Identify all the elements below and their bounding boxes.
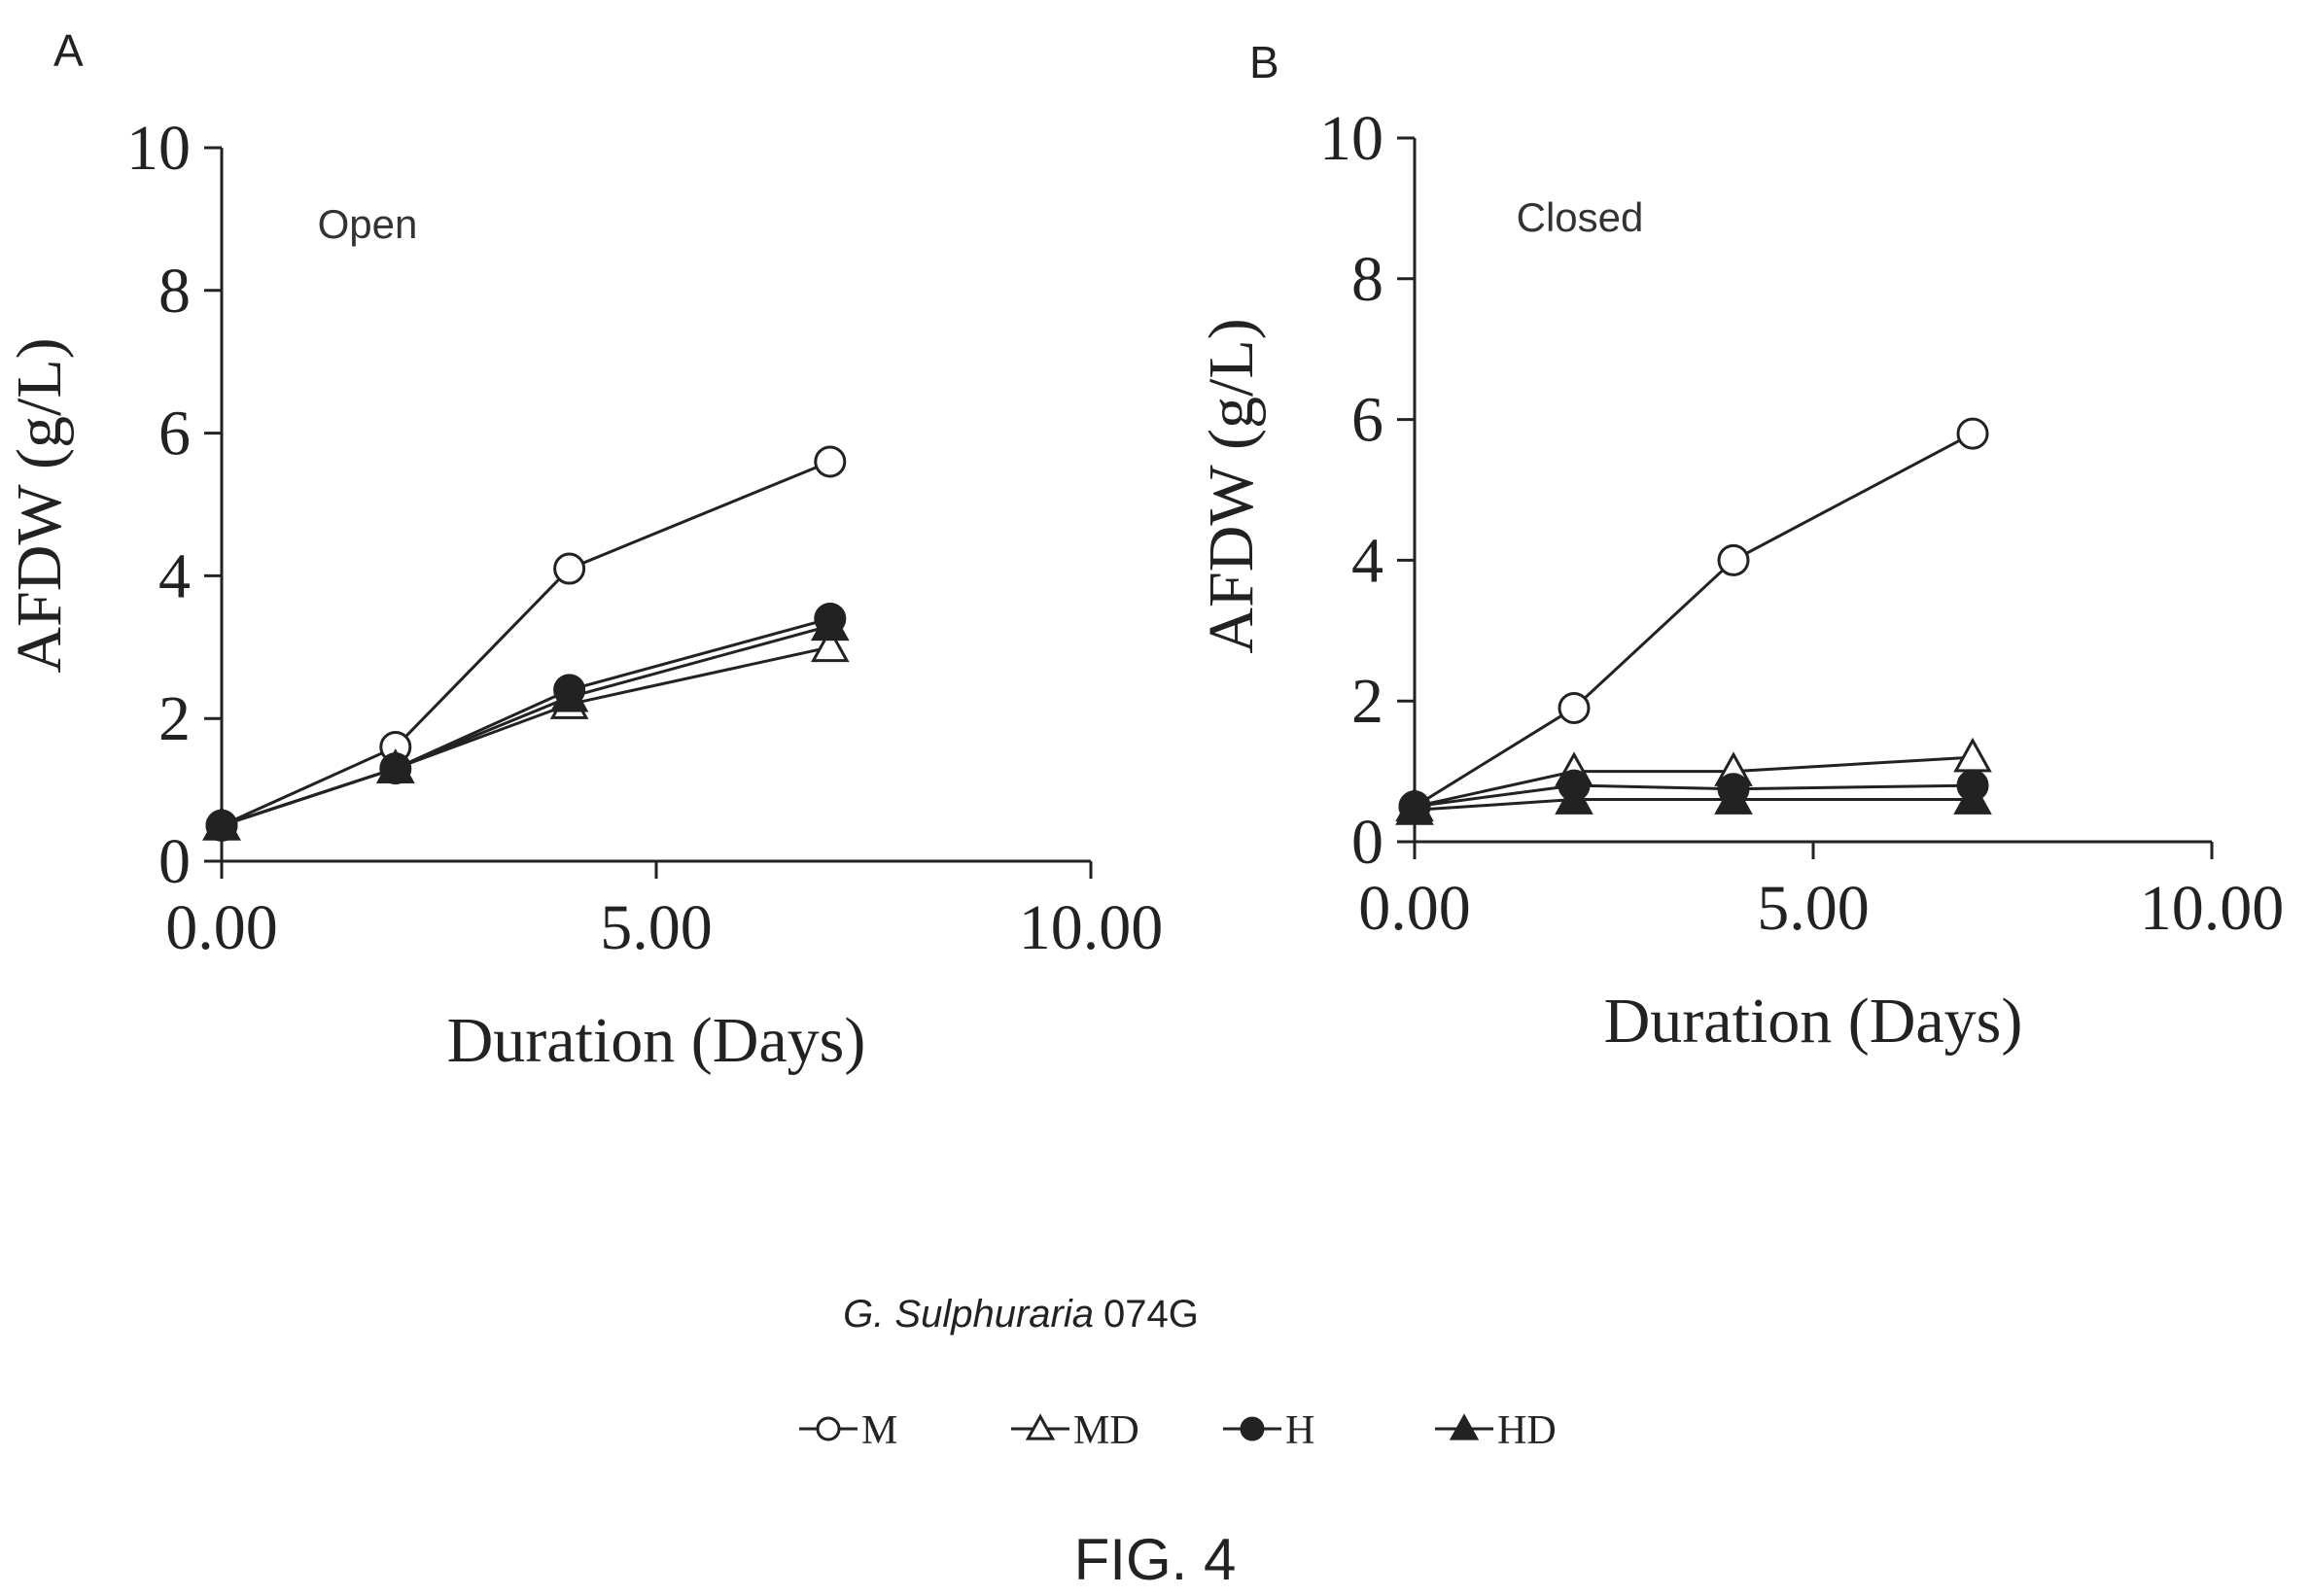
y-tick-label: 6 — [1351, 385, 1383, 456]
legend-marker-md — [1025, 1413, 1056, 1440]
data-point-hd — [202, 805, 241, 841]
panel-annotation: Closed — [1517, 194, 1644, 240]
data-point-hd — [1395, 790, 1434, 825]
legend-marker-hd — [1449, 1413, 1480, 1440]
legend-marker-h — [1240, 1416, 1265, 1441]
legend-label: M — [861, 1408, 897, 1453]
data-point-hd — [549, 677, 589, 712]
series-line-m — [221, 460, 831, 827]
y-tick-label: 2 — [158, 683, 191, 754]
x-tick-label: 5.00 — [600, 892, 713, 963]
y-tick-label: 0 — [1351, 807, 1383, 878]
y-tick-label: 4 — [1351, 525, 1383, 596]
legend: M MD H HD — [799, 1408, 1557, 1453]
data-point-hd — [1555, 780, 1593, 815]
data-point-m — [1558, 691, 1591, 724]
data-point-hd — [376, 748, 415, 783]
data-point-md — [1953, 737, 1992, 773]
caption: G. Sulphuraria 074G — [843, 1293, 1199, 1336]
legend-label: HD — [1497, 1408, 1557, 1453]
x-axis-title: Duration (Days) — [1604, 986, 2023, 1057]
caption-strain: 074G — [1103, 1293, 1199, 1336]
series-line-md — [1414, 755, 1974, 809]
data-point-hd — [811, 606, 850, 642]
legend-item-md: MD — [1011, 1408, 1139, 1453]
data-point-hd — [1953, 780, 1992, 815]
y-axis-title: AFDW (g/L) — [4, 337, 75, 673]
y-axis-title: AFDW (g/L) — [1196, 318, 1267, 653]
data-point-md — [811, 627, 850, 663]
series-line-hd — [1414, 798, 1973, 812]
series-line-h — [1414, 783, 1974, 809]
data-point-hd — [1714, 780, 1753, 815]
data-point-m — [553, 552, 586, 585]
panel-letter: A — [53, 25, 84, 76]
y-tick-label: 4 — [158, 540, 191, 611]
y-tick-label: 10 — [126, 113, 191, 184]
panel-a-chart: A 0 2 4 6 8 10 0.00 5.00 10.00 Duration (Days) AFDW… — [4, 25, 1163, 1076]
legend-marker-m — [816, 1416, 841, 1441]
y-tick-label: 8 — [158, 256, 191, 327]
x-tick-label: 10.00 — [1019, 892, 1164, 963]
y-tick-label: 2 — [1351, 666, 1383, 737]
x-tick-label: 0.00 — [1358, 873, 1471, 944]
y-tick-label: 8 — [1351, 244, 1383, 315]
series-line-hd — [221, 624, 831, 827]
data-point-m — [1717, 543, 1750, 576]
figure-label: FIG. 4 — [1074, 1527, 1237, 1592]
x-axis-title: Duration (Days) — [447, 1005, 866, 1076]
y-tick-label: 0 — [158, 826, 191, 897]
x-tick-label: 10.00 — [2140, 873, 2285, 944]
legend-item-hd: HD — [1435, 1408, 1557, 1453]
y-tick-label: 10 — [1319, 103, 1383, 174]
data-point-m — [1956, 417, 1989, 450]
legend-label: MD — [1073, 1408, 1139, 1453]
x-tick-label: 0.00 — [165, 892, 278, 963]
panel-letter: B — [1249, 37, 1279, 87]
series-line-md — [221, 645, 831, 827]
series-line-m — [1414, 432, 1974, 809]
data-point-m — [814, 445, 847, 478]
panel-b-chart: B 0 2 4 6 8 10 0.00 5.00 10.00 Duration (Days) AFDW… — [1196, 37, 2284, 1057]
legend-label: H — [1285, 1408, 1314, 1453]
caption-species: G. Sulphuraria — [843, 1293, 1094, 1336]
y-tick-label: 6 — [158, 399, 191, 469]
legend-item-h: H — [1223, 1408, 1314, 1453]
x-tick-label: 5.00 — [1757, 873, 1870, 944]
legend-item-m: M — [799, 1408, 897, 1453]
panel-annotation: Open — [318, 201, 418, 247]
